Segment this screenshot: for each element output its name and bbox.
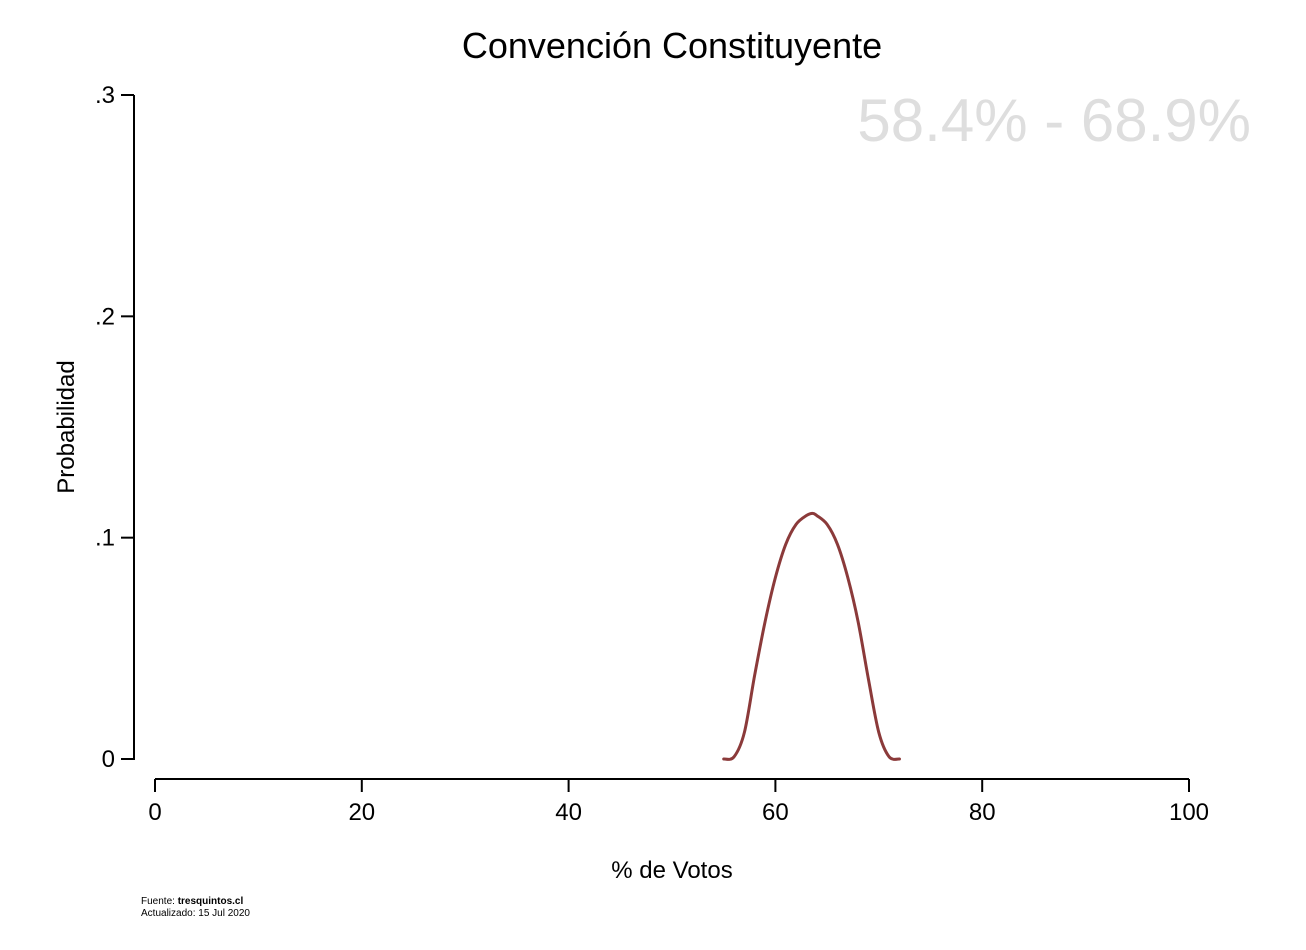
x-axis-label: % de Votos	[611, 857, 732, 884]
series-group	[722, 511, 901, 761]
y-tick-label: .1	[95, 525, 115, 552]
y-tick-label: .3	[95, 82, 115, 109]
chart-footer: Fuente: tresquintos.cl Actualizado: 15 J…	[141, 896, 250, 920]
chart-title: Convención Constituyente	[462, 25, 882, 66]
x-tick-label: 0	[148, 799, 161, 826]
x-axis-ticks: 0 20 40 60 80 100	[148, 779, 1209, 826]
updated-line: Actualizado: 15 Jul 2020	[141, 908, 250, 919]
source-link: tresquintos.cl	[177, 896, 244, 907]
x-tick-label: 80	[969, 799, 996, 826]
y-axis-ticks: 0 .1 .2 .3	[95, 82, 134, 773]
y-axis-label: Probabilidad	[53, 360, 80, 493]
range-annotation: 58.4% - 68.9%	[857, 87, 1251, 154]
source-label: Fuente:	[141, 896, 178, 907]
x-tick-label: 40	[555, 799, 582, 826]
x-tick-label: 20	[348, 799, 375, 826]
source-line: Fuente: tresquintos.cl	[141, 896, 250, 908]
density-curve	[722, 511, 901, 761]
y-tick-label: 0	[102, 746, 115, 773]
y-tick-label: .2	[95, 303, 115, 330]
x-tick-label: 100	[1169, 799, 1209, 826]
x-tick-label: 60	[762, 799, 789, 826]
